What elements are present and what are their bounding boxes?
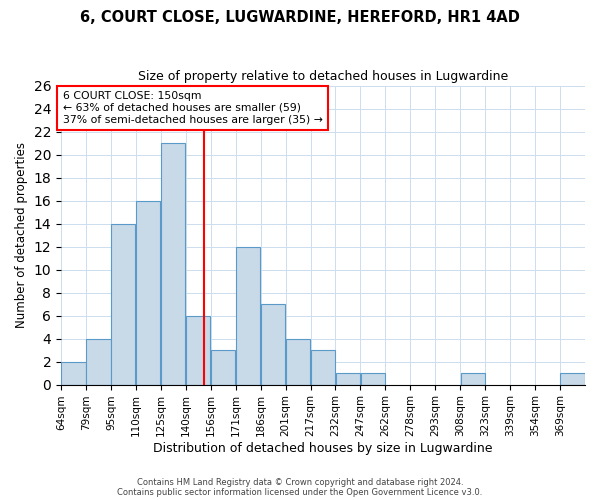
Text: 6, COURT CLOSE, LUGWARDINE, HEREFORD, HR1 4AD: 6, COURT CLOSE, LUGWARDINE, HEREFORD, HR… xyxy=(80,10,520,25)
Bar xyxy=(186,316,211,384)
Text: 6 COURT CLOSE: 150sqm
← 63% of detached houses are smaller (59)
37% of semi-deta: 6 COURT CLOSE: 150sqm ← 63% of detached … xyxy=(62,92,323,124)
Bar xyxy=(112,224,136,384)
Bar xyxy=(236,246,260,384)
Bar xyxy=(286,338,310,384)
Bar xyxy=(61,362,86,384)
X-axis label: Distribution of detached houses by size in Lugwardine: Distribution of detached houses by size … xyxy=(153,442,493,455)
Text: Contains HM Land Registry data © Crown copyright and database right 2024.
Contai: Contains HM Land Registry data © Crown c… xyxy=(118,478,482,497)
Bar xyxy=(136,200,160,384)
Bar xyxy=(211,350,235,384)
Y-axis label: Number of detached properties: Number of detached properties xyxy=(15,142,28,328)
Bar xyxy=(560,373,584,384)
Bar xyxy=(161,143,185,384)
Title: Size of property relative to detached houses in Lugwardine: Size of property relative to detached ho… xyxy=(138,70,508,83)
Bar xyxy=(86,338,110,384)
Bar xyxy=(261,304,285,384)
Bar xyxy=(336,373,360,384)
Bar xyxy=(311,350,335,384)
Bar xyxy=(361,373,385,384)
Bar xyxy=(461,373,485,384)
